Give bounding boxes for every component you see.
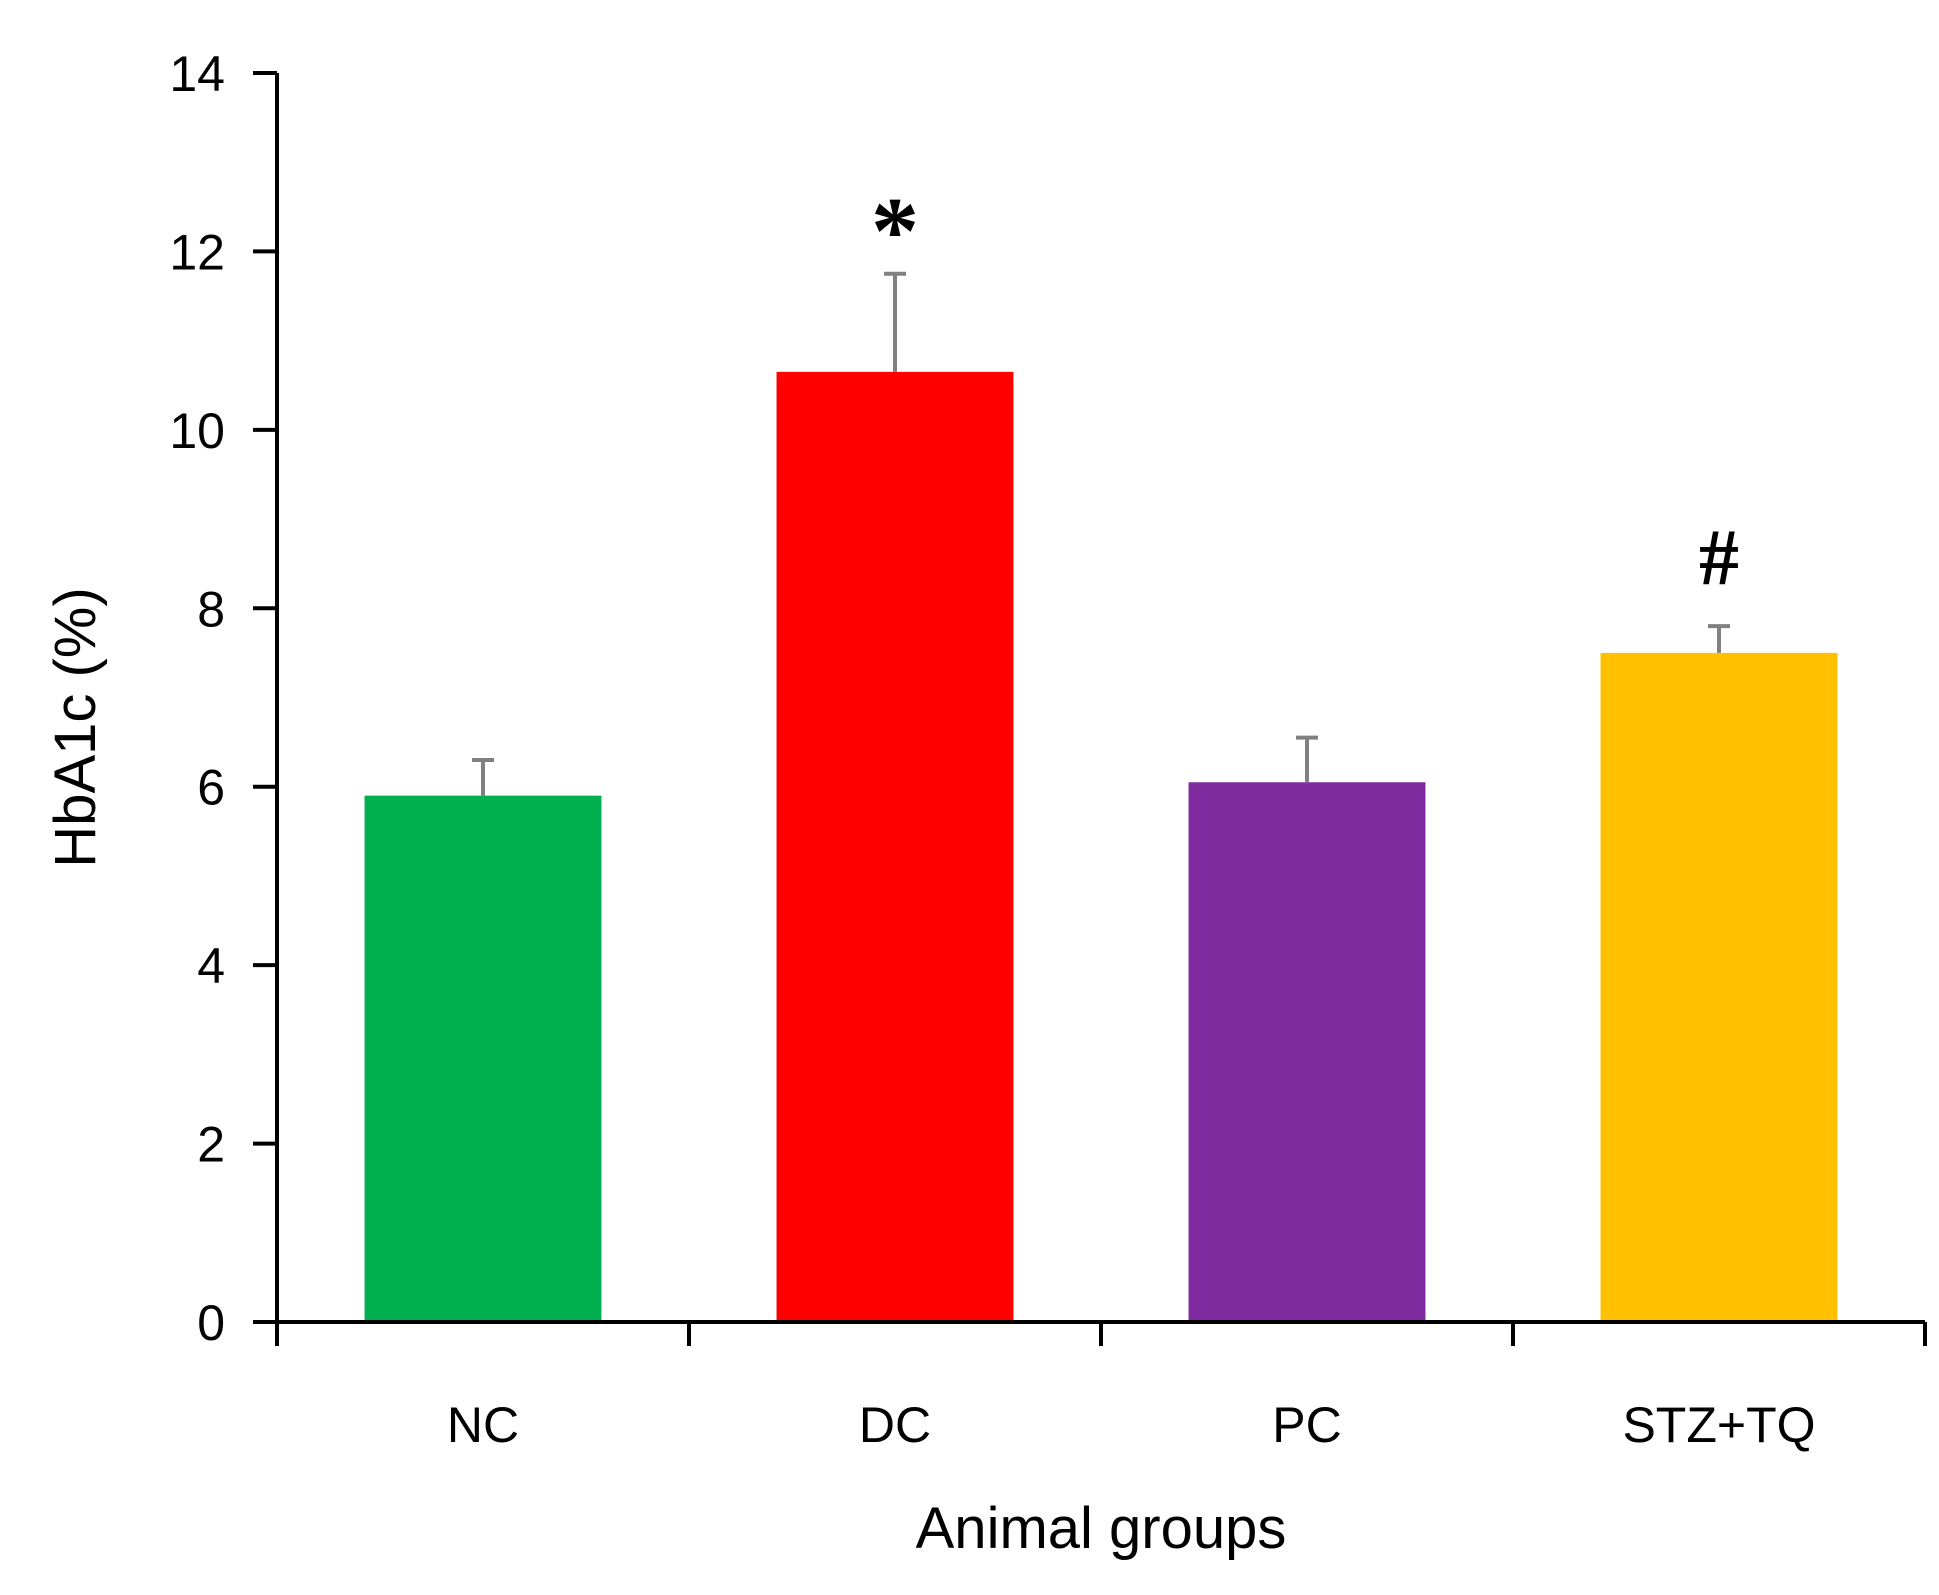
x-tick-label: DC <box>859 1397 931 1453</box>
bar <box>1600 652 1838 1322</box>
bar <box>1188 782 1426 1322</box>
y-tick-label: 0 <box>197 1295 225 1351</box>
axes-layer <box>253 73 1925 1324</box>
y-tick-label: 4 <box>197 938 225 994</box>
x-ticks-layer: NC DC PC STZ+TQ <box>275 1322 1927 1453</box>
y-tick-label: 14 <box>169 46 225 102</box>
x-axis-title: Animal groups <box>916 1496 1287 1561</box>
y-tick-label: 2 <box>197 1117 225 1173</box>
y-tick-label: 8 <box>197 581 225 637</box>
x-tick-label: NC <box>447 1397 519 1453</box>
significance-annotation: # <box>1699 514 1739 602</box>
y-tick-label: 12 <box>169 224 225 280</box>
y-tick-label: 10 <box>169 403 225 459</box>
y-axis-title: HbA1c (%) <box>43 587 108 867</box>
x-tick-label: STZ+TQ <box>1622 1397 1815 1453</box>
y-ticks-layer: 0 2 4 6 8 10 12 14 <box>169 46 277 1351</box>
bar <box>364 795 602 1322</box>
annotations-layer: *# <box>871 178 1739 602</box>
y-tick-label: 6 <box>197 760 225 816</box>
bars-layer <box>364 371 1838 1322</box>
error-bars-layer <box>472 271 1730 796</box>
x-tick-label: PC <box>1272 1397 1341 1453</box>
significance-annotation: * <box>871 178 919 285</box>
bar <box>776 371 1014 1322</box>
